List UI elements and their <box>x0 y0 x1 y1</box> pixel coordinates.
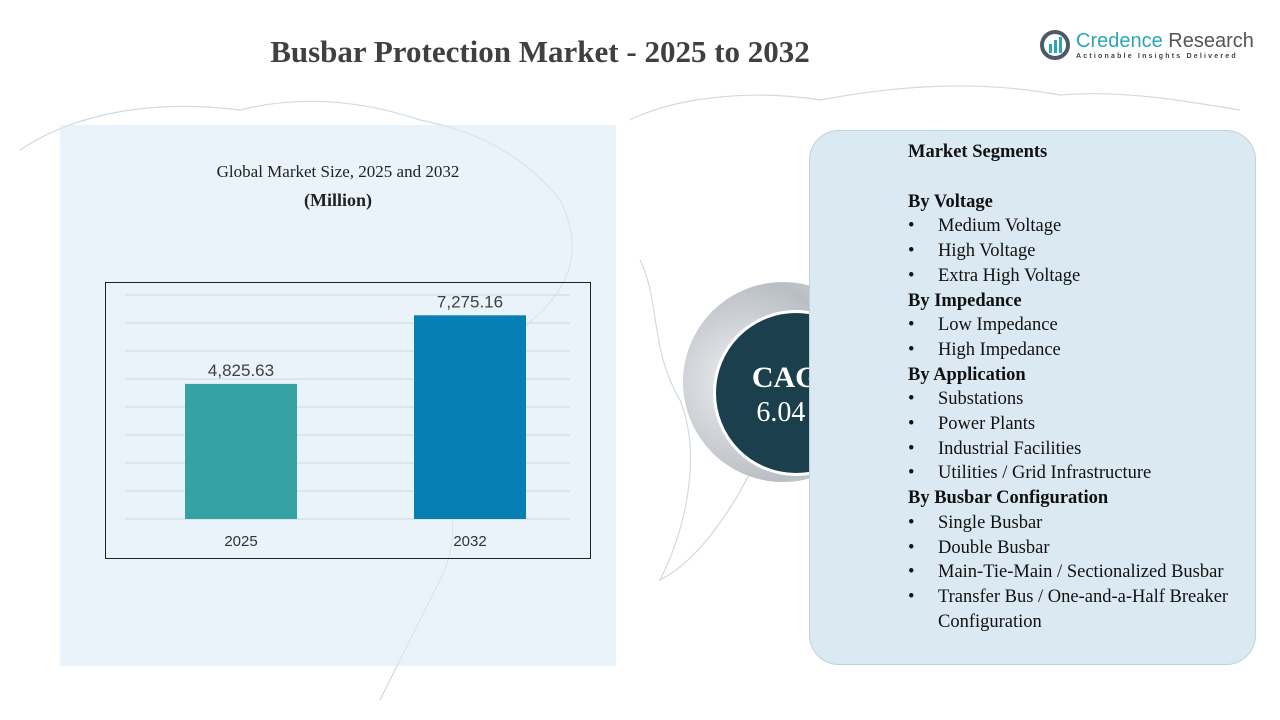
segment-item: Main-Tie-Main / Sectionalized Busbar <box>908 560 1248 585</box>
segment-group-title: By Busbar Configuration <box>908 488 1109 509</box>
chart-unit: (Million) <box>304 190 372 210</box>
page-title: Busbar Protection Market - 2025 to 2032 <box>270 34 810 69</box>
chart-subtitle: Global Market Size, 2025 and 2032 <box>216 162 460 181</box>
segment-item: High Impedance <box>908 338 1248 363</box>
segment-item: Single Busbar <box>908 511 1248 536</box>
segment-item: Double Busbar <box>908 536 1248 561</box>
segment-item: Medium Voltage <box>908 214 1248 239</box>
segment-item: Power Plants <box>908 412 1248 437</box>
segment-group-title: By Voltage <box>908 191 993 212</box>
data-label: 7,275.16 <box>437 292 503 311</box>
segment-item: Low Impedance <box>908 313 1248 338</box>
chart-frame <box>105 282 591 559</box>
segment-item: Utilities / Grid Infrastructure <box>908 461 1248 486</box>
bar-2025 <box>185 383 297 519</box>
segment-group-title: By Application <box>908 364 1026 385</box>
bar-chart-circle-icon <box>1040 30 1070 60</box>
segment-item: Transfer Bus / One-and-a-Half Breaker Co… <box>908 585 1248 634</box>
logo-name: Credence <box>1076 30 1163 52</box>
data-label: 4,825.63 <box>208 361 274 380</box>
x-tick-label: 2032 <box>453 533 486 550</box>
segment-group-title: By Impedance <box>908 290 1022 311</box>
segment-item: High Voltage <box>908 239 1248 264</box>
segment-item: Extra High Voltage <box>908 264 1248 289</box>
bar-chart: 4,825.63 2025 7,275.16 2032 <box>125 292 570 550</box>
segments-heading: Market Segments <box>908 142 1048 162</box>
bar-2032 <box>414 315 526 519</box>
market-segments: Market Segments By VoltageMedium Voltage… <box>908 140 1248 634</box>
segment-item: Industrial Facilities <box>908 437 1248 462</box>
segment-item: Substations <box>908 387 1248 412</box>
logo-name-2: Research <box>1162 30 1254 52</box>
logo: Credence Research Actionable Insights De… <box>1040 30 1254 60</box>
x-tick-label: 2025 <box>224 533 257 550</box>
logo-tagline: Actionable Insights Delivered <box>1076 53 1238 60</box>
